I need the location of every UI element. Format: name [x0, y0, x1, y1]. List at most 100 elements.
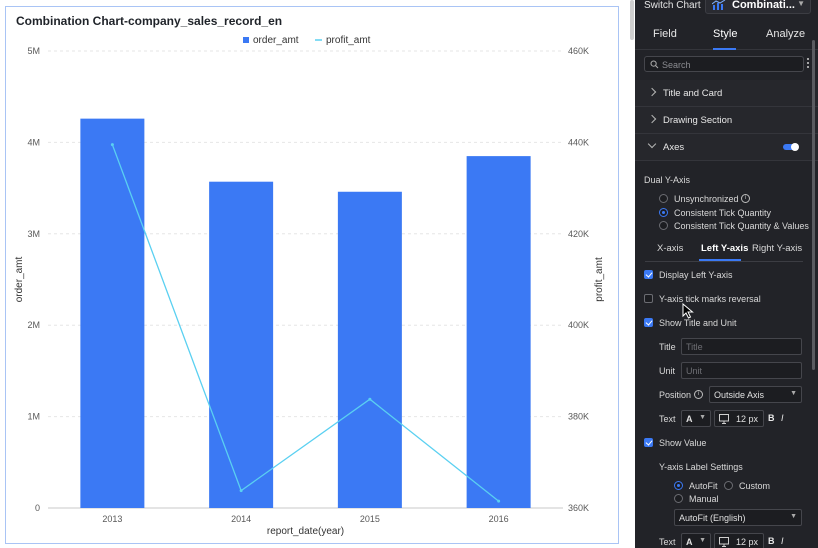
label-settings-heading: Y-axis Label Settings	[659, 462, 743, 472]
switch-chart-row: Switch Chart Combinati... ▼	[635, 0, 818, 14]
bar-order-amt-2014[interactable]	[209, 181, 274, 508]
font-size-select-2[interactable]: 12 px	[714, 533, 764, 548]
show-value-checkbox[interactable]	[644, 438, 653, 447]
chevron-down-icon: ▼	[699, 414, 706, 421]
y-left-tick-label: 2M	[27, 320, 40, 330]
splitter-handle[interactable]	[630, 0, 634, 40]
tab-style[interactable]: Style	[713, 28, 738, 40]
point-profit-amt-2016[interactable]	[497, 499, 501, 503]
chevron-down-icon	[647, 139, 657, 149]
y-left-tick-label: 4M	[27, 137, 40, 147]
section-label: Title and Card	[663, 88, 723, 99]
chart-type-select[interactable]: Combinati... ▼	[705, 0, 811, 14]
combination-chart[interactable]: 0 360K 1M 380K 2M 400K 3M 420K 4M 440K 5M 460K 2013 2…	[6, 7, 620, 545]
radio-custom[interactable]	[724, 481, 733, 490]
tab-left-y-axis[interactable]: Left Y-axis	[701, 243, 749, 254]
unit-input[interactable]	[686, 365, 796, 376]
display-left-y-axis-checkbox[interactable]	[644, 270, 653, 279]
unit-field	[681, 362, 802, 379]
autofit-language-value: AutoFit (English)	[679, 513, 746, 523]
tick-reversal-label: Y-axis tick marks reversal	[659, 294, 761, 304]
position-select[interactable]: Outside Axis ▼	[709, 386, 802, 403]
section-drawing-section[interactable]: Drawing Section	[635, 107, 818, 134]
option-consistent-tick-quantity-values: Consistent Tick Quantity & Values	[674, 221, 809, 231]
search-box	[644, 56, 804, 72]
radio-manual[interactable]	[674, 494, 683, 503]
text-style-label: Text	[659, 414, 676, 424]
option-unsynchronized: Unsynchronized	[674, 194, 739, 204]
option-manual: Manual	[689, 494, 719, 504]
bar-order-amt-2015[interactable]	[337, 191, 402, 509]
bold-button[interactable]: B	[768, 413, 775, 423]
chevron-down-icon: ▼	[699, 537, 706, 544]
bar-order-amt-2016[interactable]	[466, 156, 531, 509]
radio-unsynchronized[interactable]	[659, 194, 668, 203]
legend-swatch-order-amt	[243, 37, 249, 43]
dual-y-axis-label: Dual Y-Axis	[644, 175, 691, 185]
title-input[interactable]	[686, 341, 796, 352]
italic-button[interactable]: I	[781, 413, 784, 423]
radio-autofit[interactable]	[674, 481, 683, 490]
unit-field-label: Unit	[659, 366, 676, 376]
chart-card: 0 360K 1M 380K 2M 400K 3M 420K 4M 440K 5M 460K 2013 2…	[5, 6, 619, 544]
section-label: Axes	[663, 142, 685, 153]
font-color-select-2[interactable]: A ▼	[681, 533, 711, 548]
show-title-unit-label: Show Title and Unit	[659, 318, 737, 328]
x-tick-label: 2016	[489, 514, 509, 524]
italic-button-2[interactable]: I	[781, 536, 784, 546]
legend-label-order-amt[interactable]: order_amt	[253, 35, 299, 46]
option-custom: Custom	[739, 481, 771, 491]
option-consistent-tick-quantity: Consistent Tick Quantity	[674, 208, 772, 218]
point-profit-amt-2013[interactable]	[110, 143, 114, 147]
more-options-icon[interactable]	[806, 57, 810, 71]
font-size-value: 12 px	[736, 414, 759, 424]
bar-order-amt-2013[interactable]	[80, 118, 145, 509]
mouse-pointer-icon	[682, 303, 694, 319]
tab-right-y-axis[interactable]: Right Y-axis	[752, 243, 803, 254]
tab-x-axis[interactable]: X-axis	[657, 243, 684, 254]
show-title-unit-checkbox[interactable]	[644, 318, 653, 327]
axes-toggle-switch[interactable]	[783, 143, 799, 151]
position-label: Position	[659, 390, 692, 400]
point-profit-amt-2014[interactable]	[239, 489, 243, 493]
info-icon[interactable]: i	[741, 194, 750, 203]
y-right-tick-label: 460K	[568, 46, 589, 56]
title-field	[681, 338, 802, 355]
x-tick-label: 2014	[231, 514, 251, 524]
chevron-down-icon: ▼	[790, 513, 797, 520]
font-size-select[interactable]: 12 px	[714, 410, 764, 427]
font-letter: A	[686, 414, 693, 424]
y-right-axis-title: profit_amt	[594, 257, 605, 302]
section-label: Drawing Section	[663, 115, 733, 126]
subtab-divider	[645, 261, 803, 262]
legend-label-profit-amt[interactable]: profit_amt	[326, 35, 371, 46]
autofit-language-select[interactable]: AutoFit (English) ▼	[674, 509, 802, 526]
y-left-tick-label: 5M	[27, 46, 40, 56]
y-left-axis-title: order_amt	[14, 256, 25, 302]
tick-reversal-checkbox[interactable]	[644, 294, 653, 303]
chevron-right-icon	[647, 87, 657, 97]
radio-consistent-tick-quantity[interactable]	[659, 208, 668, 217]
section-title-and-card[interactable]: Title and Card	[635, 80, 818, 107]
info-icon[interactable]: i	[694, 390, 703, 399]
tab-field[interactable]: Field	[653, 28, 677, 40]
combination-chart-icon	[712, 0, 726, 10]
font-color-select[interactable]: A ▼	[681, 410, 711, 427]
x-tick-label: 2015	[360, 514, 380, 524]
panel-scrollbar[interactable]	[812, 40, 815, 370]
monitor-icon	[719, 537, 729, 547]
tab-analyze[interactable]: Analyze	[766, 28, 806, 40]
radio-consistent-tick-quantity-values[interactable]	[659, 221, 668, 230]
y-left-tick-label: 3M	[27, 229, 40, 239]
y-right-tick-label: 420K	[568, 229, 589, 239]
section-axes[interactable]: Axes	[635, 134, 818, 161]
point-profit-amt-2015[interactable]	[368, 397, 372, 401]
y-right-tick-label: 400K	[568, 320, 589, 330]
panel-tabs: Field Style Analyze	[635, 22, 818, 50]
monitor-icon	[719, 414, 729, 424]
y-right-tick-label: 380K	[568, 412, 589, 422]
search-input[interactable]	[662, 58, 800, 71]
display-left-y-axis-label: Display Left Y-axis	[659, 270, 733, 280]
switch-chart-label: Switch Chart	[644, 0, 701, 11]
bold-button-2[interactable]: B	[768, 536, 775, 546]
